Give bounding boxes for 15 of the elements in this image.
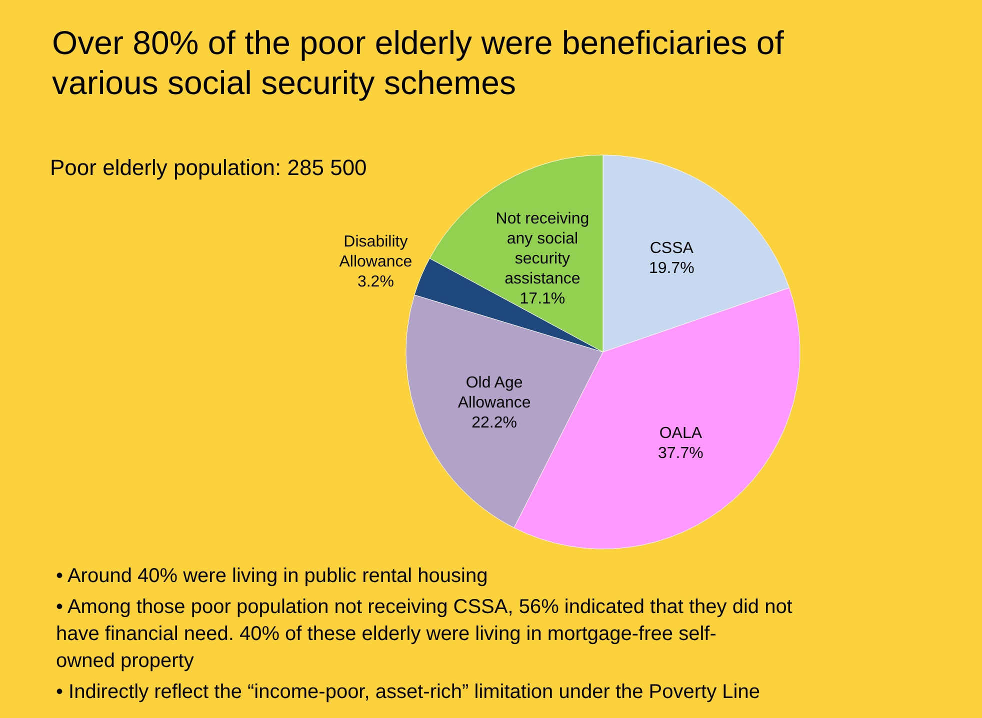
text: • Around 40% were living in public rental housing <box>56 565 488 587</box>
text: • Among those poor population not receiving CSSA, 56% indicated that they did not have financial need. 40% of these elderly were living in mortgage-free self-owned property <box>56 596 793 672</box>
slice-label: Not receiving any social security assistance <box>496 210 590 288</box>
data-label: 17.1% <box>520 290 566 308</box>
data-label: 22.2% <box>472 414 518 432</box>
data-label: 19.7% <box>648 260 694 277</box>
text: • Indirectly reflect the “income-poor, asset-rich” limitation under the Poverty Line <box>56 681 760 703</box>
slice-label: Disability Allowance <box>339 233 412 270</box>
slice-label: OALA <box>659 425 702 442</box>
chart-subtitle: Poor elderly population: 285 500 <box>50 155 367 180</box>
data-label: 3.2% <box>357 273 394 290</box>
chart-title: Over 80% of the poor elderly were beneficiaries of various social security schemes <box>52 24 785 101</box>
data-label: 37.7% <box>658 445 704 462</box>
slice-label: Old Age Allowance <box>458 374 531 412</box>
slice-label: CSSA <box>650 240 694 257</box>
